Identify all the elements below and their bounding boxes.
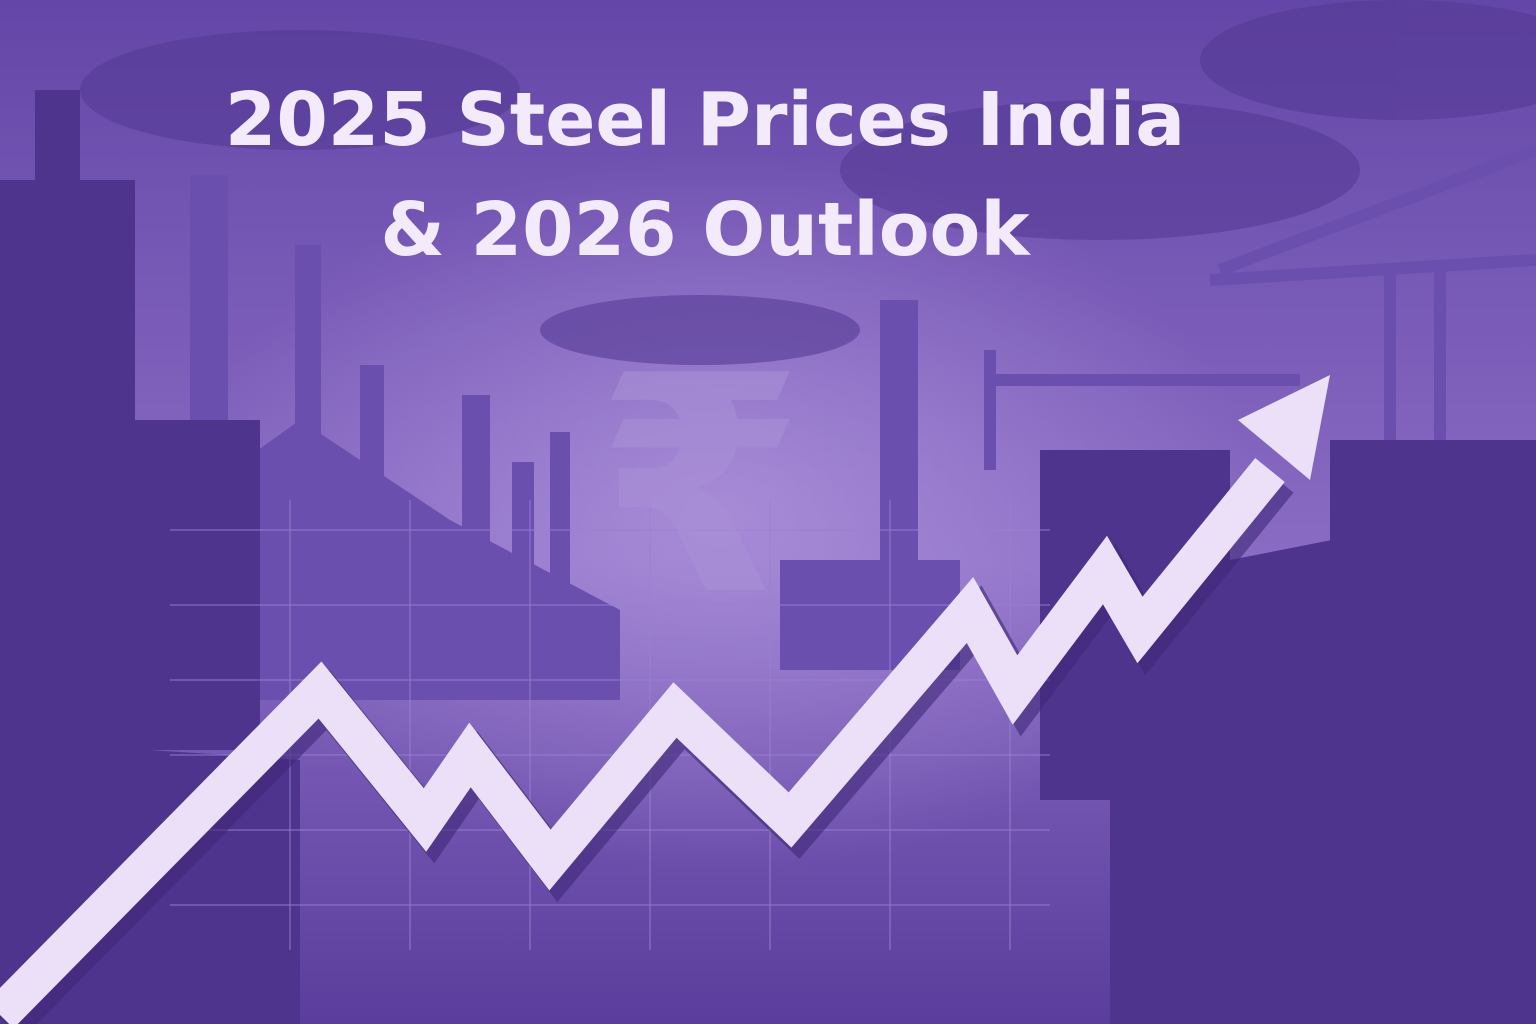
arrow-head: [1238, 375, 1330, 480]
title-line-2: & 2026 Outlook: [380, 187, 1031, 273]
cranes: [984, 144, 1536, 470]
title-line-1: 2025 Steel Prices India: [225, 77, 1185, 163]
rupee-symbol: ₹: [596, 312, 805, 661]
clouds: [80, 0, 1536, 365]
trend-arrow: [0, 458, 1285, 1024]
